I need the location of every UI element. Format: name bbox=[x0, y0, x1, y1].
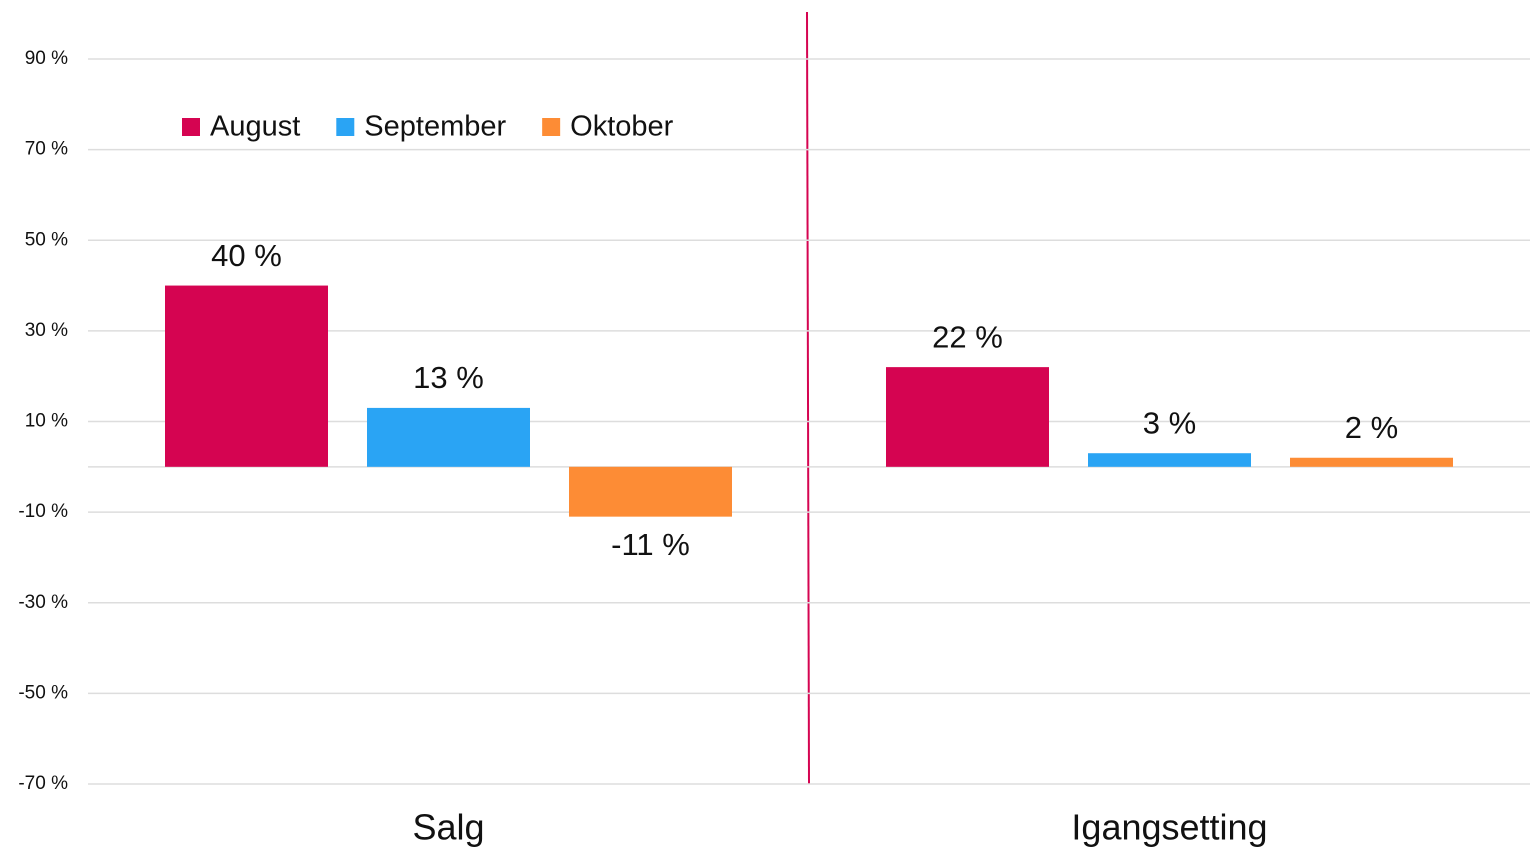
bar bbox=[1088, 453, 1251, 467]
bar bbox=[367, 407, 530, 467]
y-tick-label: -70 % bbox=[18, 773, 68, 794]
x-tick-label: Igangsetting bbox=[1071, 807, 1267, 848]
data-label: 2 % bbox=[1345, 410, 1398, 445]
x-tick-label: Salg bbox=[412, 807, 484, 848]
y-tick-label: -50 % bbox=[18, 682, 68, 703]
y-tick-label: 30 % bbox=[25, 320, 68, 341]
y-tick-label: 50 % bbox=[25, 229, 68, 250]
legend-label: September bbox=[364, 111, 506, 143]
bar bbox=[569, 466, 732, 517]
legend-label: August bbox=[210, 111, 300, 143]
legend-label: Oktober bbox=[570, 111, 673, 143]
y-tick-label: 70 % bbox=[25, 139, 68, 160]
legend-swatch bbox=[542, 118, 561, 136]
data-label: -11 % bbox=[611, 527, 690, 562]
bar bbox=[886, 367, 1049, 467]
data-label: 40 % bbox=[211, 238, 282, 273]
data-label: 3 % bbox=[1143, 405, 1196, 440]
y-tick-label: 10 % bbox=[25, 411, 68, 432]
y-tick-label: -10 % bbox=[18, 501, 68, 522]
legend-swatch bbox=[336, 118, 355, 136]
data-label: 13 % bbox=[413, 360, 484, 395]
legend-swatch bbox=[182, 118, 200, 136]
y-tick-label: 90 % bbox=[25, 48, 68, 69]
divider bbox=[806, 11, 810, 785]
bar bbox=[1290, 457, 1453, 467]
y-tick-label: -30 % bbox=[18, 592, 68, 613]
data-label: 22 % bbox=[932, 319, 1003, 354]
bar bbox=[165, 285, 328, 467]
